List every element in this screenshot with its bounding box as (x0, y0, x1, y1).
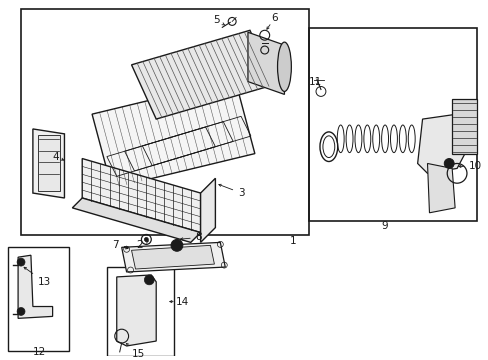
Text: 10: 10 (458, 161, 481, 171)
Text: 1: 1 (289, 237, 295, 246)
Text: 5: 5 (213, 15, 225, 26)
Polygon shape (417, 114, 464, 173)
Polygon shape (82, 158, 200, 233)
Polygon shape (33, 129, 64, 198)
Polygon shape (131, 30, 274, 119)
Polygon shape (72, 198, 200, 242)
Polygon shape (117, 275, 156, 346)
Polygon shape (122, 242, 225, 272)
Polygon shape (427, 163, 454, 213)
Circle shape (144, 275, 154, 285)
Circle shape (444, 158, 453, 168)
Bar (38, 135, 60, 191)
Bar (308, 28, 476, 221)
Text: 11: 11 (308, 77, 322, 87)
Polygon shape (92, 80, 254, 188)
Text: 13: 13 (24, 267, 51, 287)
Text: 14: 14 (176, 297, 189, 307)
Polygon shape (247, 32, 284, 94)
Circle shape (171, 239, 183, 251)
Circle shape (144, 238, 148, 242)
Circle shape (17, 258, 25, 266)
Polygon shape (18, 255, 53, 318)
Text: 12: 12 (33, 347, 46, 357)
Text: 3: 3 (219, 184, 244, 198)
Text: 6: 6 (271, 13, 278, 23)
Text: 9: 9 (380, 221, 387, 231)
Bar (8, 247, 69, 351)
Ellipse shape (277, 42, 291, 91)
Text: 4: 4 (53, 152, 63, 162)
Polygon shape (131, 246, 214, 269)
Polygon shape (200, 178, 215, 242)
Polygon shape (451, 99, 476, 154)
Bar (21, 9, 308, 235)
Bar (107, 267, 174, 356)
Text: 2: 2 (136, 240, 148, 250)
Circle shape (17, 307, 25, 315)
Text: 7: 7 (112, 240, 128, 250)
Text: 15: 15 (126, 343, 144, 359)
Text: 8: 8 (180, 233, 202, 243)
